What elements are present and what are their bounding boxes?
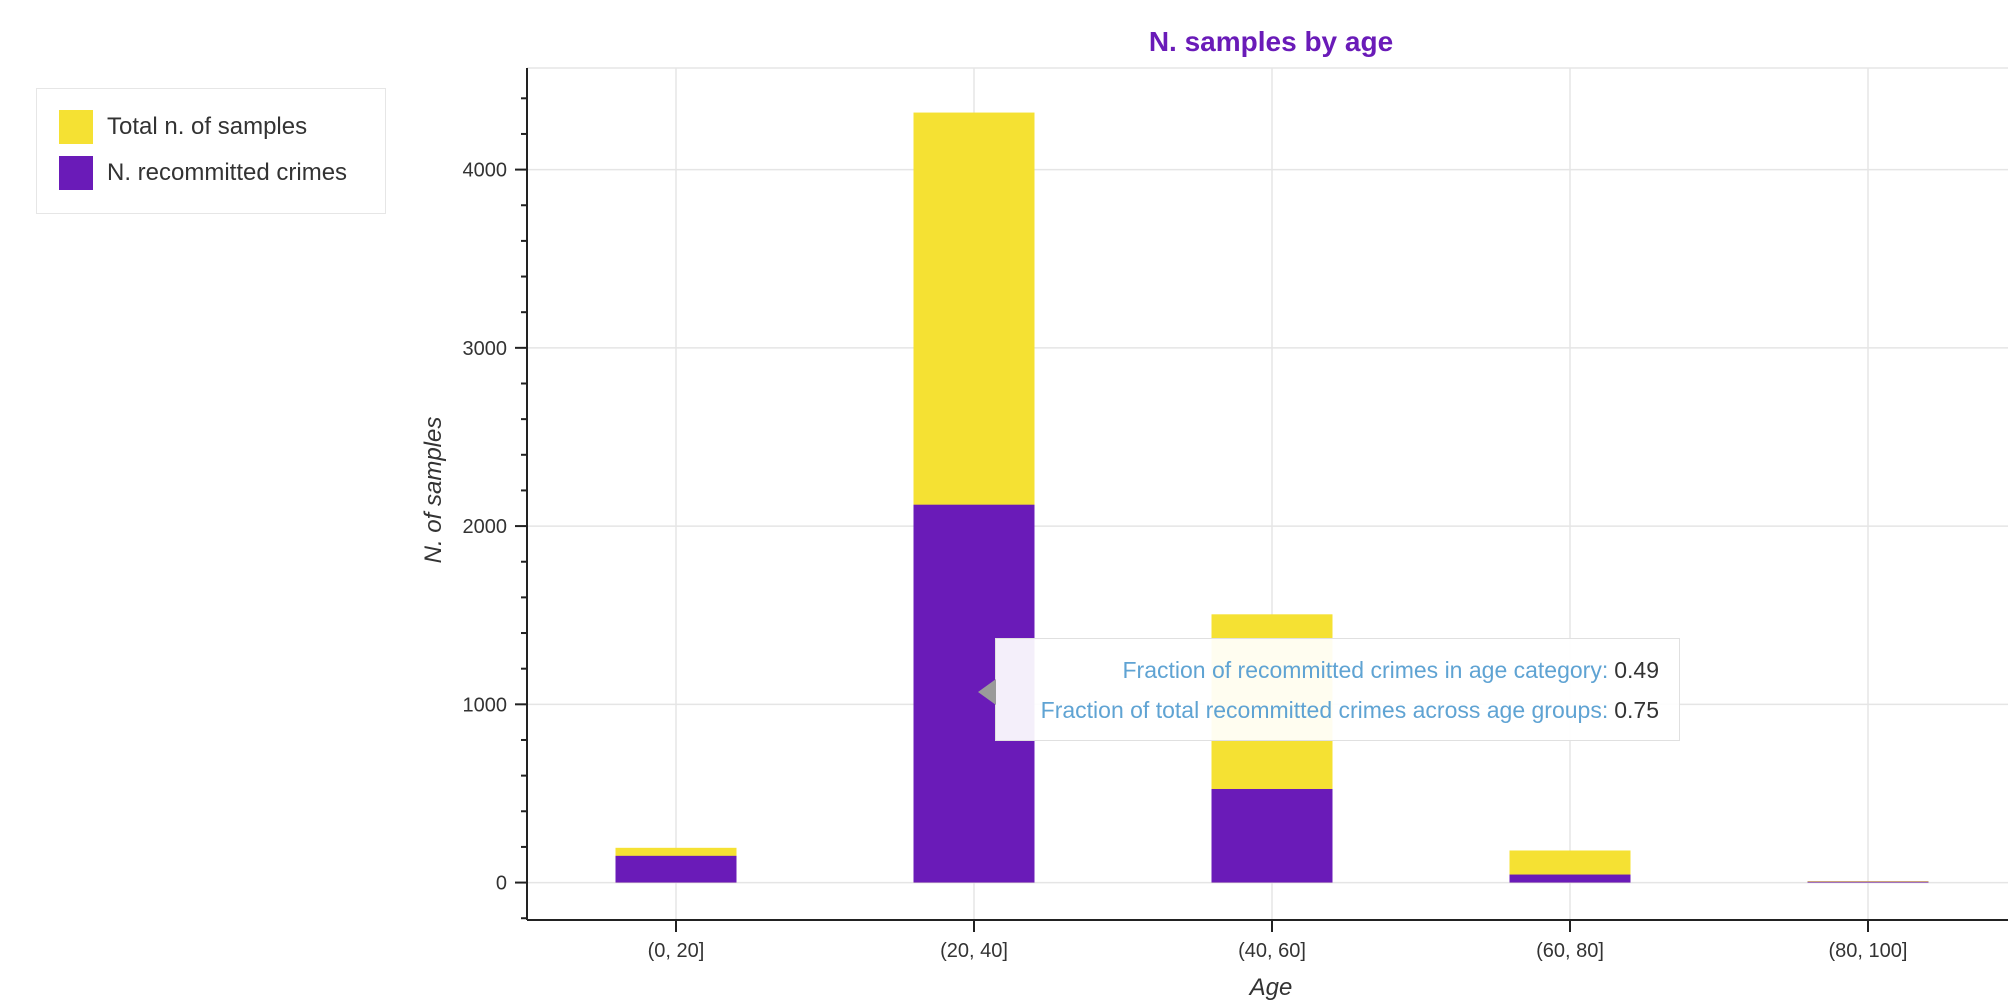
legend-label-recommitted: N. recommitted crimes: [107, 159, 348, 186]
y-tick-label: 0: [496, 873, 507, 895]
tooltip-label: Fraction of total recommitted crimes acr…: [1040, 697, 1609, 723]
y-tick-label: 4000: [463, 160, 508, 182]
x-tick-label: (20, 40]: [940, 940, 1008, 962]
legend-swatch-total: [59, 110, 93, 144]
x-tick-label: (80, 100]: [1829, 940, 1908, 962]
y-axis-title: N. of samples: [420, 417, 447, 564]
x-tick-label: (40, 60]: [1238, 940, 1306, 962]
y-tick-label: 1000: [463, 694, 508, 716]
tooltip-label: Fraction of recommitted crimes in age ca…: [1122, 657, 1609, 683]
bars: [615, 112, 1929, 883]
x-tick-label: (0, 20]: [648, 940, 705, 962]
hover-tooltip: Fraction of recommitted crimes in age ca…: [978, 638, 1680, 741]
legend: Total n. of samples N. recommitted crime…: [36, 88, 386, 214]
x-axis-title: Age: [1248, 974, 1293, 1001]
legend-label-total: Total n. of samples: [107, 113, 308, 140]
bar-recommitted: [1509, 874, 1631, 883]
tooltip-row: Fraction of total recommitted crimes acr…: [1041, 697, 1659, 724]
chart-title: N. samples by age: [1149, 26, 1393, 57]
bar-recommitted: [1211, 788, 1333, 883]
tooltip-pointer: [978, 679, 996, 705]
tooltip-value: 0.75: [1614, 697, 1659, 723]
legend-swatch-recommitted: [59, 156, 93, 190]
axes: [526, 68, 2008, 921]
legend-item-total[interactable]: Total n. of samples: [59, 110, 307, 144]
y-tick-label: 2000: [463, 516, 508, 538]
tooltip-value: 0.49: [1614, 657, 1659, 683]
bar-recommitted: [615, 855, 737, 883]
y-ticks: 0 1000 2000 3000 4000: [463, 97, 527, 920]
y-tick-label: 3000: [463, 338, 508, 360]
tooltip-row: Fraction of recommitted crimes in age ca…: [1122, 657, 1659, 684]
x-ticks: (0, 20] (20, 40] (40, 60] (60, 80] (80, 100]: [648, 920, 1908, 962]
bar-recommitted: [1807, 881, 1929, 883]
x-tick-label: (60, 80]: [1536, 940, 1604, 962]
legend-item-recommitted[interactable]: N. recommitted crimes: [59, 156, 347, 190]
